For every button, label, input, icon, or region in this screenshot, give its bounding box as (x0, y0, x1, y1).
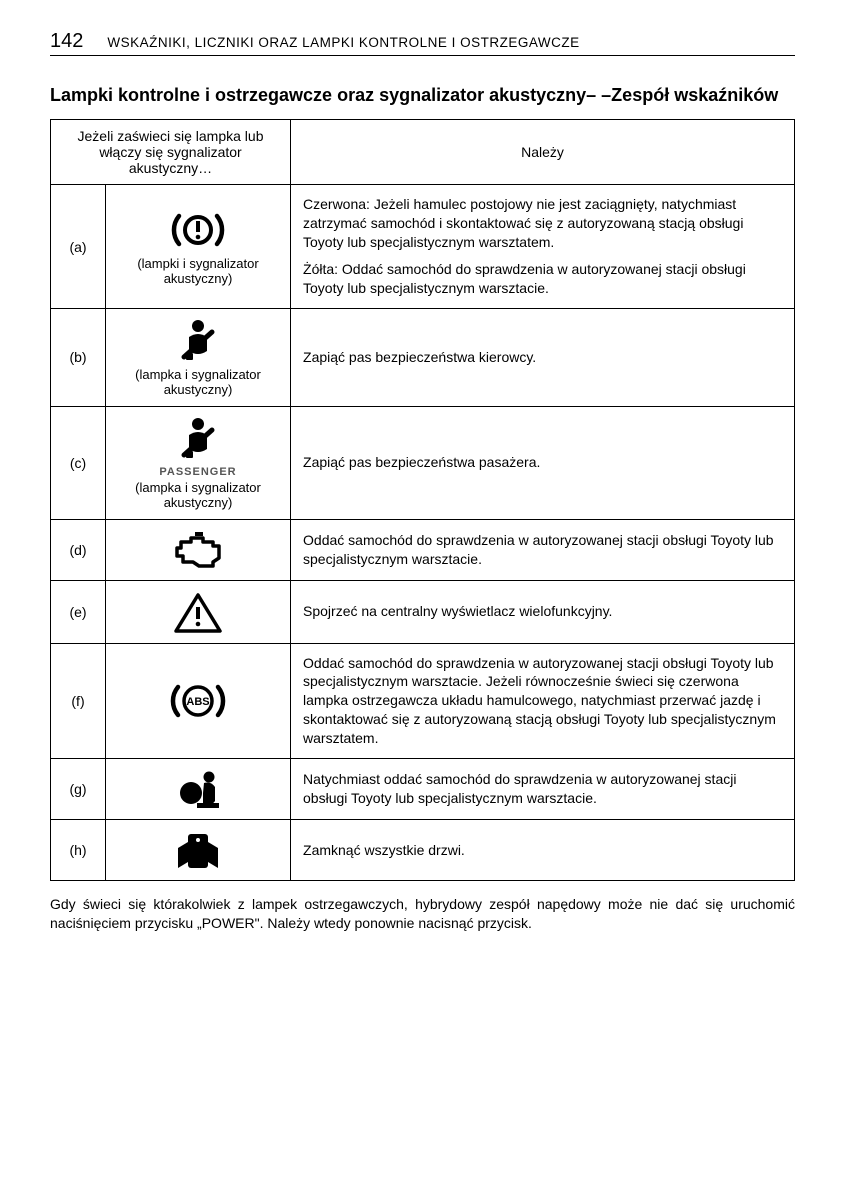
description-paragraph: Zamknąć wszystkie drzwi. (303, 841, 782, 860)
door-ajar-icon (174, 828, 222, 872)
row-description: Zapiąć pas bezpieczeństwa pasażera. (291, 406, 795, 519)
row-icon-cell (106, 820, 291, 881)
icon-extra-label: PASSENGER (159, 466, 236, 478)
row-icon-cell (106, 643, 291, 758)
table-row: (e) Spojrzeć na centralny wyświetlacz wie… (51, 580, 795, 643)
row-id: (g) (51, 759, 106, 820)
row-icon-cell (106, 580, 291, 643)
row-id: (e) (51, 580, 106, 643)
row-id: (d) (51, 519, 106, 580)
row-description: Oddać samochód do sprawdzenia w autoryzo… (291, 643, 795, 758)
description-paragraph: Spojrzeć na centralny wyświetlacz wielof… (303, 602, 782, 621)
row-description: Zamknąć wszystkie drzwi. (291, 820, 795, 881)
row-id: (c) (51, 406, 106, 519)
icon-sub-label: (lampka i sygnalizator akustyczny) (110, 368, 286, 398)
row-description: Spojrzeć na centralny wyświetlacz wielof… (291, 580, 795, 643)
table-header-left: Jeżeli zaświeci się lampka lub włączy si… (51, 120, 291, 185)
row-id: (h) (51, 820, 106, 881)
description-paragraph: Natychmiast oddać samochód do sprawdzeni… (303, 770, 782, 808)
row-description: Czerwona: Jeżeli hamulec postojowy nie j… (291, 185, 795, 308)
icon-sub-label: (lampka i sygnalizator akustyczny) (110, 481, 286, 511)
brake-warning-icon (166, 206, 230, 254)
description-paragraph: Żółta: Oddać samochód do sprawdzenia w a… (303, 260, 782, 298)
page: 142 WSKAŹNIKI, LICZNIKI ORAZ LAMPKI KONT… (0, 0, 845, 977)
table-header-row: Jeżeli zaświeci się lampka lub włączy si… (51, 120, 795, 185)
row-icon-cell (106, 759, 291, 820)
engine-icon (169, 528, 227, 572)
row-id: (b) (51, 308, 106, 406)
row-icon-cell (106, 519, 291, 580)
description-paragraph: Oddać samochód do sprawdzenia w autoryzo… (303, 654, 782, 748)
abs-icon (166, 677, 230, 725)
table-row: (h) Zamknąć wszystkie drzwi. (51, 820, 795, 881)
table-header-right: Należy (291, 120, 795, 185)
section-title: Lampki kontrolne i ostrzegawcze oraz syg… (50, 84, 795, 107)
running-title: WSKAŹNIKI, LICZNIKI ORAZ LAMPKI KONTROLN… (107, 35, 579, 50)
table-row: (f) Oddać samochód do sprawdzenia w autor… (51, 643, 795, 758)
table-row: (c) PASSENGER (lampka i sygnalizator akust… (51, 406, 795, 519)
description-paragraph: Zapiąć pas bezpieczeństwa pasażera. (303, 453, 782, 472)
icon-sub-label: (lampki i sygnalizator akustyczny) (110, 257, 286, 287)
row-description: Zapiąć pas bezpieczeństwa kierowcy. (291, 308, 795, 406)
table-row: (g) Natychmiast oddać samochód do sprawdz… (51, 759, 795, 820)
description-paragraph: Czerwona: Jeżeli hamulec postojowy nie j… (303, 195, 782, 252)
description-paragraph: Zapiąć pas bezpieczeństwa kierowcy. (303, 348, 782, 367)
airbag-icon (173, 767, 223, 811)
seatbelt-icon (174, 317, 222, 365)
page-number: 142 (50, 30, 83, 53)
row-description: Natychmiast oddać samochód do sprawdzeni… (291, 759, 795, 820)
row-icon-cell: (lampki i sygnalizator akustyczny) (106, 185, 291, 308)
table-row: (d) Oddać samochód do sprawdzenia w autor… (51, 519, 795, 580)
table-row: (b)(lampka i sygnalizator akustyczny) Zap… (51, 308, 795, 406)
description-paragraph: Oddać samochód do sprawdzenia w autoryzo… (303, 531, 782, 569)
warning-lights-table: Jeżeli zaświeci się lampka lub włączy si… (50, 119, 795, 881)
row-icon-cell: (lampka i sygnalizator akustyczny) (106, 308, 291, 406)
table-row: (a)(lampki i sygnalizator akustyczny) Cze… (51, 185, 795, 308)
warning-triangle-icon (172, 589, 224, 635)
row-description: Oddać samochód do sprawdzenia w autoryzo… (291, 519, 795, 580)
row-icon-cell: PASSENGER (lampka i sygnalizator akustycz… (106, 406, 291, 519)
page-header: 142 WSKAŹNIKI, LICZNIKI ORAZ LAMPKI KONT… (50, 30, 795, 56)
row-id: (f) (51, 643, 106, 758)
seatbelt-icon (174, 415, 222, 463)
row-id: (a) (51, 185, 106, 308)
footnote: Gdy świeci się którakolwiek z lampek ost… (50, 895, 795, 933)
